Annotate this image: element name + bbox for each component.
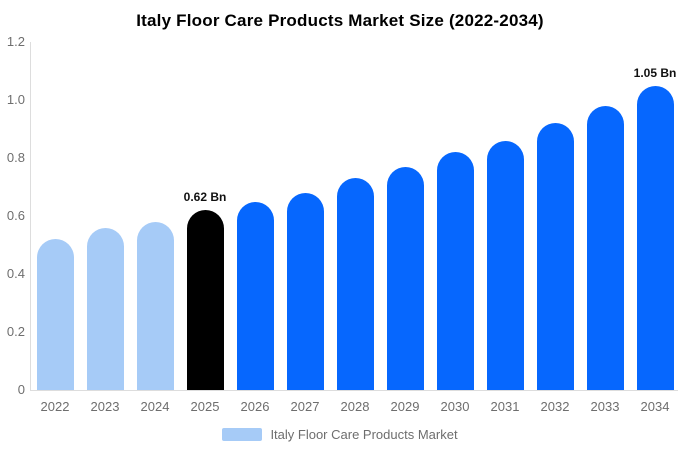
x-axis-label-2032: 2032 [540, 399, 570, 414]
plot-area: 0.62 Bn 1.05 Bn [30, 42, 678, 390]
legend-swatch [222, 427, 263, 441]
bar-2024[interactable] [136, 221, 174, 390]
x-axis-label-2024: 2024 [140, 399, 170, 414]
bar-2025[interactable] [186, 210, 224, 390]
x-axis-label-2031: 2031 [490, 399, 520, 414]
x-axis-label-2034: 2034 [640, 399, 670, 414]
bar-2034[interactable] [636, 85, 674, 390]
bar-2028[interactable] [336, 178, 374, 390]
y-axis-tick-label: 0.6 [6, 208, 25, 223]
y-axis-tick-label: 0.2 [6, 324, 25, 339]
bar-2033[interactable] [586, 105, 624, 390]
bar-2030[interactable] [436, 152, 474, 390]
bar-value-label-2025: 0.62 Bn [183, 190, 227, 205]
x-axis-label-2033: 2033 [590, 399, 620, 414]
y-axis-tick-label: 1.0 [6, 92, 25, 107]
x-axis-label-2026: 2026 [240, 399, 270, 414]
y-axis-tick-label: 1.2 [6, 34, 25, 49]
x-axis-label-2028: 2028 [340, 399, 370, 414]
chart-title: Italy Floor Care Products Market Size (2… [136, 11, 544, 30]
x-axis-label-2022: 2022 [40, 399, 70, 414]
y-axis-tick-label: 0.8 [6, 150, 25, 165]
y-axis-line [30, 42, 31, 391]
bar-2027[interactable] [286, 192, 324, 390]
legend-item[interactable]: Italy Floor Care Products Market [0, 425, 680, 443]
x-axis-line [30, 390, 678, 391]
bar-value-label-2034: 1.05 Bn [633, 65, 677, 80]
bar-2032[interactable] [536, 123, 574, 390]
bar-2023[interactable] [86, 227, 124, 390]
legend-label: Italy Floor Care Products Market [270, 426, 458, 442]
bar-2026[interactable] [236, 201, 274, 390]
x-axis-label-2030: 2030 [440, 399, 470, 414]
bar-2022[interactable] [36, 239, 74, 390]
y-axis-tick-label: 0.4 [6, 266, 25, 281]
x-axis-label-2025: 2025 [190, 399, 220, 414]
bar-2031[interactable] [486, 140, 524, 390]
x-axis-label-2029: 2029 [390, 399, 420, 414]
y-axis-tick-label: 0 [17, 382, 25, 397]
x-axis-label-2023: 2023 [90, 399, 120, 414]
bar-2029[interactable] [386, 166, 424, 390]
x-axis-label-2027: 2027 [290, 399, 320, 414]
